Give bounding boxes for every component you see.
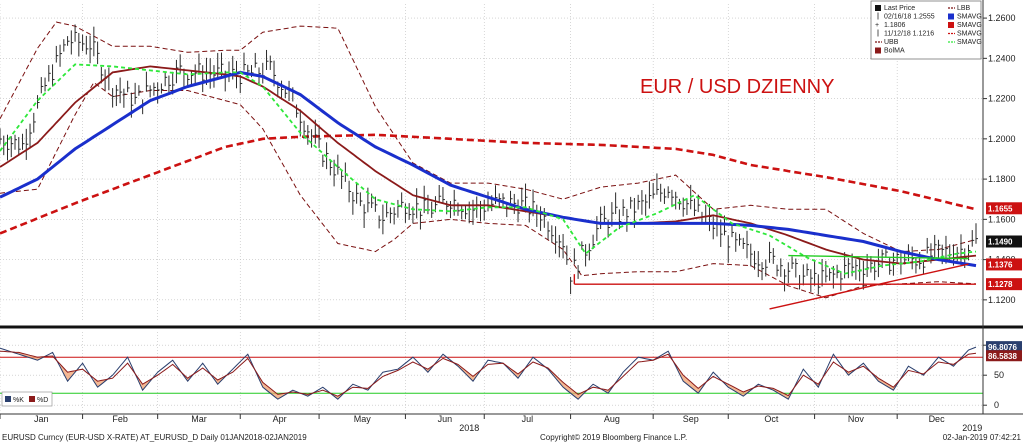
legend-label: SMAVG — [957, 22, 982, 29]
y-tick-label: 1.2600 — [988, 13, 1016, 23]
price-tag-bg — [986, 235, 1022, 248]
price-background — [0, 0, 1023, 326]
x-tick-label: May — [354, 414, 372, 424]
y-tick-label: 1.1200 — [988, 295, 1016, 305]
triangle-upper-line — [788, 254, 969, 260]
x-year-label: 2019 — [962, 423, 982, 433]
legend-label: 1.1806 — [884, 22, 906, 29]
osc-d-line — [0, 350, 977, 397]
x-tick-label: Feb — [112, 414, 128, 424]
price-tag-bg — [986, 278, 1022, 291]
osc-legend-swatch — [29, 396, 35, 402]
osc-legend-label: %K — [13, 397, 24, 404]
price-tag-label: 1.1376 — [988, 260, 1013, 269]
legend-label: UBB — [884, 39, 899, 46]
osc-legend-box — [1, 391, 53, 407]
legend-label: SMAVG — [957, 39, 982, 46]
legend-swatch: + — [875, 22, 879, 29]
legend-swatch — [875, 5, 881, 11]
legend-label: LBB — [957, 5, 971, 12]
sma-slow-line — [0, 70, 977, 268]
osc-legend-label: %D — [37, 397, 48, 404]
y-tick-label: 1.1600 — [988, 214, 1016, 224]
footer-center: Copyright© 2019 Bloomberg Finance L.P. — [540, 433, 687, 442]
price-tag-label: 1.1490 — [988, 237, 1013, 246]
osc-tag-bg — [986, 341, 1022, 353]
legend-label: SMAVG — [957, 14, 982, 21]
bollinger-upper-line — [0, 21, 977, 253]
y-tick-label: 1.2000 — [988, 134, 1016, 144]
x-tick-label: Apr — [273, 414, 287, 424]
legend-label: Last Price — [884, 5, 915, 12]
oscillator-panel: %K %D — [0, 330, 1023, 414]
legend-label: SMAVG — [957, 31, 982, 38]
legend-box: Last Price 02/16/18 1.2555 + 1.1806 11/12/18… — [870, 0, 982, 60]
price-tag-label: 1.1278 — [988, 280, 1013, 289]
osc-legend-swatch — [5, 396, 11, 402]
legend-label: 02/16/18 1.2555 — [884, 14, 935, 21]
legend-frame — [870, 0, 982, 60]
x-tick-label: Jul — [522, 414, 534, 424]
triangle-lower-line — [769, 263, 969, 310]
x-tick-label: Aug — [604, 414, 620, 424]
bollinger-lower-line — [0, 81, 977, 299]
price-tag-bg — [986, 202, 1022, 215]
sma-mid-line — [0, 65, 977, 265]
y-tick-label: 1.2400 — [988, 53, 1016, 63]
price-tag-bg — [986, 258, 1022, 271]
price-tag-label: 1.1655 — [988, 204, 1013, 213]
chart-title: EUR / USD DZIENNY — [640, 76, 834, 98]
legend-swatch — [875, 47, 881, 54]
legend-swatch — [948, 13, 954, 20]
price-panel — [0, 0, 1023, 326]
footer-right: 02-Jan-2019 07:42:21 — [943, 433, 1022, 442]
x-tick-label: Jun — [438, 414, 453, 424]
x-year-label: 2018 — [459, 423, 479, 433]
price-bars-group — [0, 24, 978, 295]
x-tick-label: Dec — [929, 414, 946, 424]
osc-tag-label: 86.5838 — [988, 352, 1017, 361]
legend-label: BolMA — [884, 48, 905, 55]
x-tick-label: Jan — [34, 414, 49, 424]
footer-left: EURUSD Curncy (EUR-USD X-RATE) AT_EURUSD… — [2, 433, 307, 442]
y-tick-label: 1.1800 — [988, 174, 1016, 184]
legend-swatch — [948, 22, 954, 28]
osc-tag-label: 96.8076 — [988, 343, 1017, 352]
osc-tick-label: 0 — [994, 400, 999, 410]
x-tick-label: Mar — [191, 414, 207, 424]
legend-label: 11/12/18 1.1216 — [884, 31, 934, 38]
axis-layer: Jan Feb Mar Apr May Jun Jul Aug Sep Oct Nov Dec 2018… — [0, 0, 1023, 433]
sma-fast-line — [0, 63, 977, 275]
y-tick-label: 1.2200 — [988, 94, 1016, 104]
x-tick-label: Nov — [848, 414, 865, 424]
osc-tag-bg — [986, 350, 1022, 362]
x-tick-label: Oct — [764, 414, 779, 424]
x-tick-label: Sep — [683, 414, 699, 424]
osc-tick-label: 50 — [994, 370, 1004, 380]
